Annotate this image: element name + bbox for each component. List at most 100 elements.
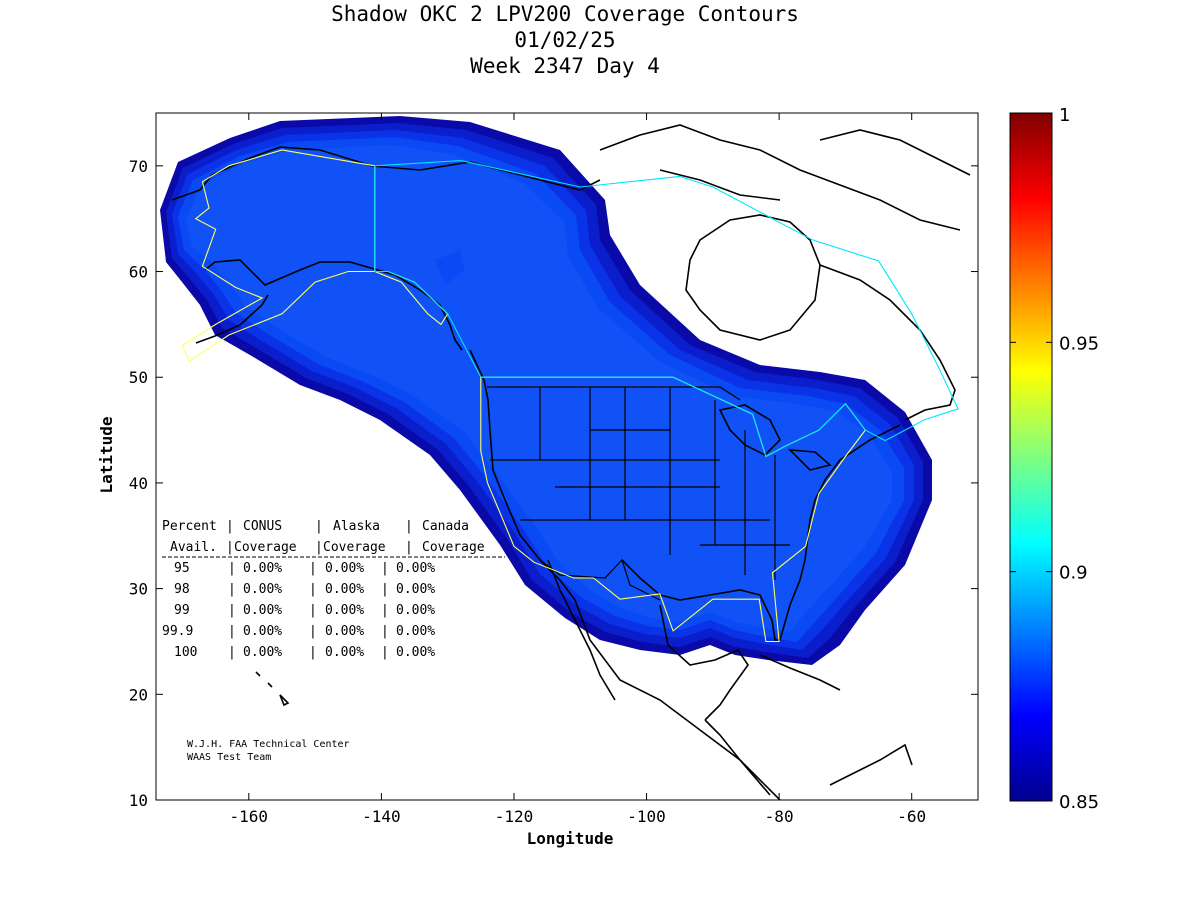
chart-title-line-2: 01/02/25 [514,28,615,52]
table-cell-canada: 0.00% [396,561,435,576]
table-cell-conus: 0.00% [243,582,282,597]
table-rows: 95 | 0.00% | 0.00% | 0.00% 98 | 0.00% | 0.00% | 0.00%… [162,561,435,660]
y-tick-label: 30 [129,580,148,599]
y-axis-ticks: 10 20 30 40 50 60 70 [129,157,978,810]
table-cell-alaska: 0.00% [325,603,364,618]
table-cell-sep: | [309,645,317,660]
colorbar-tick-label: 0.85 [1059,792,1099,813]
table-cell-percent: 100 [174,645,197,660]
table-cell-sep: | [381,645,389,660]
boundary-canada [374,160,959,458]
chart-title-line-1: Shadow OKC 2 LPV200 Coverage Contours [331,2,799,26]
service-boundaries [181,149,959,643]
table-subheader-conus: Coverage [234,540,297,555]
colorbar-gradient [1009,112,1053,802]
coastline-hudson-bay [685,214,821,341]
table-cell-canada: 0.00% [396,645,435,660]
coastline-west [469,349,771,796]
chart-title-line-3: Week 2347 Day 4 [470,54,660,78]
colorbar-tick-label: 0.9 [1059,563,1088,584]
table-subheader-sep-3: | [405,540,413,555]
y-axis-label: Latitude [97,416,116,493]
table-cell-canada: 0.00% [396,603,435,618]
y-tick-label: 40 [129,474,148,493]
table-cell-sep: | [228,561,236,576]
y-tick-label: 10 [129,791,148,810]
table-cell-sep: | [381,561,389,576]
table-header-sep-3: | [405,519,413,534]
table-cell-sep: | [381,624,389,639]
colorbar-tick-label: 1 [1059,105,1070,126]
table-cell-sep: | [309,582,317,597]
table-cell-sep: | [309,624,317,639]
table-cell-alaska: 0.00% [325,582,364,597]
coastline-east-canada [819,264,956,421]
table-cell-conus: 0.00% [243,624,282,639]
table-cell-percent: 99 [174,603,190,618]
border-canada-us [487,386,741,401]
x-axis-ticks: -160 -140 -120 -100 -80 -60 [230,113,926,826]
coverage-table: Percent | CONUS | Alaska | Canada Avail.… [162,519,505,660]
coastline-central-america [704,719,913,800]
table-subheader-sep-1: | [226,540,234,555]
table-header-conus: CONUS [243,519,282,534]
credit-line-1: W.J.H. FAA Technical Center [187,739,350,750]
y-tick-label: 20 [129,685,148,704]
table-cell-alaska: 0.00% [325,624,364,639]
table-header-alaska: Alaska [333,519,380,534]
table-header-canada: Canada [422,519,469,534]
table-cell-percent: 98 [174,582,190,597]
x-tick-label: -120 [495,807,534,826]
table-cell-sep: | [381,582,389,597]
y-tick-label: 60 [129,263,148,282]
table-header-sep-2: | [315,519,323,534]
x-tick-label: -80 [765,807,794,826]
table-subheader-avail: Avail. [170,540,217,555]
border-states [490,387,790,580]
x-tick-label: -160 [230,807,269,826]
plot-area [156,113,978,800]
coastline-gulf [621,424,901,641]
table-cell-sep: | [228,645,236,660]
table-cell-sep: | [228,582,236,597]
table-cell-sep: | [309,561,317,576]
table-cell-conus: 0.00% [243,645,282,660]
state-borders [487,386,790,601]
credit-line-2: WAAS Test Team [187,752,271,763]
table-cell-percent: 99.9 [162,624,193,639]
coastline-aleutians [195,294,269,344]
table-cell-sep: | [309,603,317,618]
table-cell-sep: | [381,603,389,618]
table-cell-canada: 0.00% [396,582,435,597]
colorbar-ticks: 0.85 0.9 0.95 1 [1010,105,1099,813]
table-cell-sep: | [228,603,236,618]
boundary-alaska [181,149,449,363]
x-tick-label: -60 [897,807,926,826]
table-cell-conus: 0.00% [243,561,282,576]
table-cell-conus: 0.00% [243,603,282,618]
colorbar-tick-label: 0.95 [1059,333,1099,354]
coverage-inner-patch-1 [270,165,300,225]
coastline-cuba [759,654,841,691]
table-cell-alaska: 0.00% [325,561,364,576]
table-subheader-sep-2: | [315,540,323,555]
table-subheader-canada: Coverage [422,540,485,555]
plot-frame [155,112,979,801]
table-cell-percent: 95 [174,561,190,576]
coastline-baja [547,559,616,701]
table-header-sep-1: | [226,519,234,534]
table-header-percent: Percent [162,519,217,534]
x-axis-label: Longitude [527,829,614,848]
table-subheader-alaska: Coverage [323,540,386,555]
y-tick-label: 50 [129,368,148,387]
x-tick-label: -100 [627,807,666,826]
border-us-mexico [539,558,661,601]
table-cell-alaska: 0.00% [325,645,364,660]
coastline-arctic-islands [599,124,971,231]
coastline-hawaii [255,671,290,707]
table-cell-canada: 0.00% [396,624,435,639]
coastline-yucatan [659,604,749,721]
x-tick-label: -140 [362,807,401,826]
colorbar: 0.85 0.9 0.95 1 [1009,105,1099,813]
